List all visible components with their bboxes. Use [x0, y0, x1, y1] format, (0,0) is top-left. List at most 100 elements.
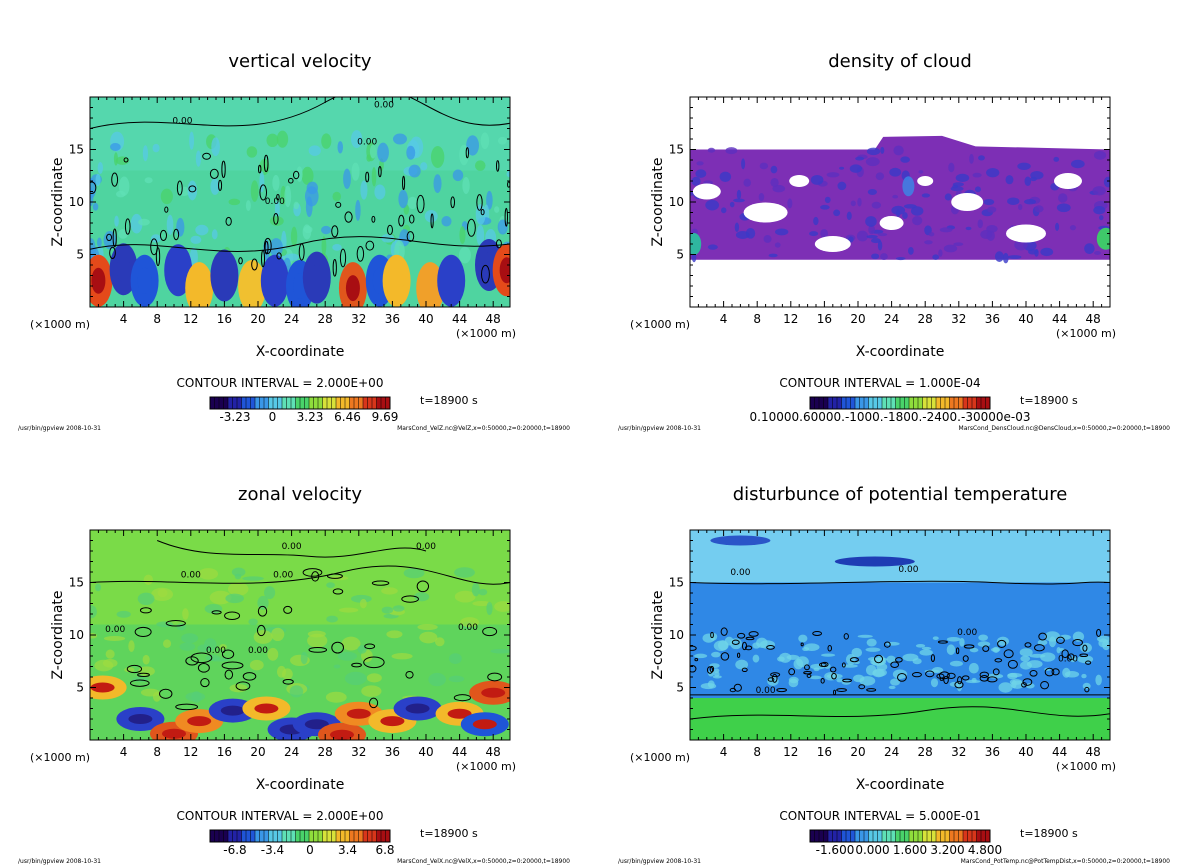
- cloud-gap: [951, 193, 984, 211]
- colorbar-swatch: [336, 830, 341, 842]
- colorbar-swatch: [318, 830, 323, 842]
- turbulent-structure: [866, 638, 877, 647]
- colorbar-swatch: [967, 830, 973, 842]
- colorbar-swatch: [331, 397, 337, 409]
- contour-line: [745, 636, 755, 641]
- field-blob: [392, 605, 405, 612]
- contour-line: [736, 652, 741, 658]
- cloud-patch: [707, 244, 718, 250]
- field-blob: [326, 615, 338, 623]
- contour-line: [1021, 682, 1027, 688]
- cloud-patch: [1103, 176, 1110, 188]
- field-blob: [113, 152, 118, 166]
- contour-line: [200, 678, 210, 688]
- colorbar-swatch: [823, 397, 829, 409]
- colorbar-swatch: [381, 830, 386, 842]
- turbulent-structure: [1102, 639, 1110, 651]
- colorbar-swatch: [945, 397, 950, 409]
- contour-line: [409, 214, 415, 224]
- contour-line: [955, 647, 960, 655]
- colorbar-swatch: [331, 830, 337, 842]
- colorbar-swatch: [219, 397, 224, 409]
- velocity-core-inner: [192, 275, 207, 302]
- cloud-patch: [867, 188, 878, 196]
- contour-line: [308, 646, 328, 653]
- x-tick-label: 12: [183, 745, 198, 759]
- colorbar-swatch: [214, 830, 220, 842]
- colorbar-swatch: [295, 830, 301, 842]
- contour-line: [827, 645, 833, 652]
- x-tick-label: 8: [153, 745, 161, 759]
- field-blob: [225, 593, 244, 604]
- cloud-patch: [892, 194, 899, 199]
- field-blob: [95, 583, 102, 592]
- cloud-patch: [758, 193, 765, 202]
- contour-line: [733, 683, 742, 692]
- cloud-patch: [848, 236, 854, 243]
- colorbar: -1.600 0.000 1.600 3.200 4.800: [809, 829, 1002, 857]
- contour-line: [979, 675, 989, 682]
- velocity-core-inner: [245, 273, 260, 299]
- colorbar-swatch: [913, 830, 919, 842]
- cloud-patch: [1069, 225, 1077, 231]
- contour-line: [720, 627, 728, 636]
- turbulent-structure: [867, 657, 880, 662]
- cloud-patch: [978, 155, 985, 161]
- cloud-patch: [944, 193, 952, 201]
- y-tick-label: 15: [669, 576, 684, 590]
- field-blob: [338, 607, 359, 613]
- colorbar-swatch: [900, 397, 905, 409]
- colorbar-swatch: [246, 397, 251, 409]
- colorbar-swatch: [367, 830, 373, 842]
- field-blob: [115, 156, 130, 165]
- contour-line: [331, 641, 344, 654]
- contour-line: [992, 668, 1000, 676]
- velocity-core-inner: [389, 267, 404, 294]
- colorbar-swatch: [855, 830, 860, 842]
- colorbar-swatch: [841, 830, 847, 842]
- y-axis-label: Z-coordinate: [50, 157, 66, 246]
- contour-line: [175, 703, 199, 711]
- contour-line: [979, 671, 990, 678]
- field-blob: [97, 161, 104, 174]
- cloud-patch: [986, 167, 1000, 178]
- turbulent-structure: [735, 659, 749, 670]
- contour-line: [365, 240, 375, 251]
- x-tick-label: 16: [817, 745, 832, 759]
- colorbar-swatch: [828, 397, 833, 409]
- colorbar-swatch: [237, 397, 242, 409]
- cloud-patch: [953, 242, 964, 247]
- field-blob: [211, 229, 218, 240]
- turbulent-structure: [946, 644, 956, 655]
- turbulent-structure: [990, 647, 1001, 652]
- contour-line: [190, 652, 213, 664]
- field-blob: [398, 189, 408, 209]
- field-blob: [228, 198, 241, 206]
- contour-label: 0.00: [756, 686, 776, 696]
- field-blob: [209, 590, 232, 605]
- field-blob: [204, 638, 217, 652]
- field-blob: [326, 582, 336, 589]
- turbulent-structure: [756, 637, 768, 648]
- field-blob: [381, 606, 394, 614]
- field-blob: [137, 592, 155, 606]
- cloud-patch: [787, 198, 793, 209]
- turbulent-structure: [890, 678, 901, 686]
- contour-line: [937, 640, 948, 644]
- field-blob: [300, 651, 308, 665]
- contour-line: [332, 258, 337, 277]
- field-blob: [189, 131, 195, 150]
- contour-label: 0.00: [172, 116, 192, 126]
- colorbar-swatch: [832, 830, 838, 842]
- field-blob: [441, 216, 452, 227]
- x-tick-label: 4: [720, 312, 728, 326]
- turbulent-structure: [1095, 674, 1102, 686]
- contour-label: 0.00: [273, 570, 293, 580]
- contour-label: 0.00: [1058, 654, 1078, 664]
- colorbar-swatch: [255, 830, 260, 842]
- field-blob: [150, 234, 162, 243]
- contour-line: [139, 607, 152, 614]
- x-tick-label: 24: [284, 745, 299, 759]
- colorbar-swatch: [954, 397, 959, 409]
- contour-line: [137, 672, 150, 678]
